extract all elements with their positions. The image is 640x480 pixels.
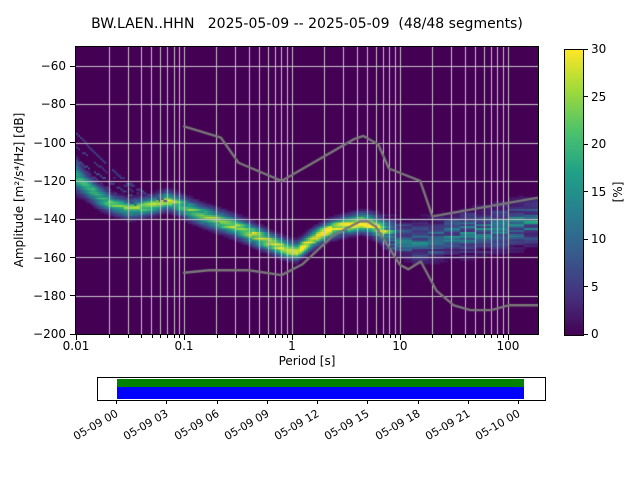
y-tick-label: −60 (40, 59, 66, 74)
ppsd-heatmap (76, 47, 538, 334)
x-tick-mark (503, 335, 504, 338)
colorbar-gradient (565, 50, 583, 335)
colorbar-tick-mark (583, 238, 588, 240)
x-tick-mark (184, 335, 185, 340)
x-tick-mark (127, 335, 129, 338)
y-tick-mark (70, 103, 75, 105)
x-tick-mark (249, 335, 250, 338)
colorbar-tick-label: 10 (591, 232, 607, 246)
x-tick-mark (324, 335, 326, 338)
x-tick-mark (389, 335, 391, 338)
timeline-tick-mark (216, 400, 218, 404)
x-tick-mark (451, 335, 453, 338)
colorbar-tick-mark (583, 143, 588, 145)
colorbar-tick-label: 20 (591, 137, 607, 151)
colorbar-tick-label: 15 (591, 184, 607, 199)
x-tick-mark (179, 335, 180, 338)
timeline-tick-mark (317, 400, 318, 404)
timeline-tick-mark (367, 400, 369, 404)
colorbar (564, 49, 584, 336)
timeline-tick-mark (518, 400, 519, 404)
y-tick-label: −120 (33, 173, 66, 188)
x-tick-label: 0.01 (62, 339, 90, 353)
y-tick-mark (70, 295, 75, 297)
y-axis-label: Amplitude [m²/s⁴/Hz] [dB] (12, 112, 26, 268)
x-tick-mark (275, 335, 277, 338)
colorbar-tick-mark (583, 286, 588, 287)
y-tick-mark (70, 65, 75, 67)
x-tick-mark (292, 335, 293, 340)
timeline-tick-mark (266, 400, 268, 404)
x-tick-mark (367, 335, 369, 338)
x-tick-mark (76, 335, 77, 340)
timeline-tick-mark (166, 400, 168, 404)
x-tick-mark (259, 335, 261, 338)
x-tick-mark (497, 335, 499, 338)
y-tick-label: −180 (33, 288, 66, 303)
timeline-data-bar (117, 387, 524, 399)
colorbar-tick-mark (583, 333, 588, 335)
colorbar-tick-mark (583, 191, 588, 192)
y-tick-label: −200 (33, 327, 66, 341)
x-tick-mark (491, 335, 493, 338)
x-tick-mark (281, 335, 283, 338)
x-tick-mark (432, 335, 434, 338)
x-tick-label: 10 (392, 339, 408, 353)
timeline-tick-mark (116, 400, 117, 404)
x-axis-label: Period [s] (278, 354, 336, 368)
x-tick-mark (483, 335, 485, 338)
y-tick-label: −100 (33, 135, 66, 150)
timeline-coverage-bar (117, 379, 524, 387)
y-tick-mark (70, 142, 75, 144)
page-title: BW.LAEN..HHN 2025-05-09 -- 2025-05-09 (4… (91, 16, 523, 32)
x-tick-mark (160, 335, 161, 338)
colorbar-tick-label: 5 (591, 279, 599, 294)
colorbar-tick-label: 25 (591, 89, 607, 104)
y-tick-label: −160 (33, 250, 66, 265)
y-tick-mark (70, 218, 75, 220)
colorbar-tick-mark (583, 96, 588, 97)
y-tick-mark (70, 180, 75, 182)
x-tick-mark (383, 335, 385, 338)
colorbar-tick-label: 0 (591, 327, 599, 341)
x-tick-mark (464, 335, 466, 338)
x-tick-label: 1 (288, 339, 296, 353)
x-tick-mark (108, 335, 110, 338)
y-tick-mark (70, 333, 75, 335)
x-tick-mark (287, 335, 288, 338)
timeline-tick-mark (417, 400, 419, 404)
x-tick-mark (376, 335, 377, 338)
timeline-tick-mark (467, 400, 469, 404)
colorbar-label: [%] (611, 181, 625, 203)
colorbar-tick-label: 30 (591, 42, 607, 56)
x-tick-mark (151, 335, 153, 338)
x-tick-mark (167, 335, 169, 338)
x-tick-mark (507, 335, 509, 340)
x-tick-mark (399, 335, 401, 340)
x-tick-label: 100 (496, 339, 520, 353)
y-tick-mark (70, 257, 75, 258)
x-tick-mark (343, 335, 345, 338)
x-tick-mark (357, 335, 358, 338)
timeline-box (97, 377, 546, 401)
x-tick-mark (235, 335, 237, 338)
x-tick-mark (395, 335, 396, 338)
x-tick-mark (141, 335, 142, 338)
y-tick-label: −140 (33, 212, 66, 227)
colorbar-tick-mark (583, 48, 588, 50)
x-tick-mark (216, 335, 218, 338)
y-tick-label: −80 (40, 97, 66, 112)
x-tick-mark (475, 335, 477, 338)
x-tick-label: 0.1 (174, 339, 194, 353)
x-tick-mark (173, 335, 175, 338)
plot-area (75, 46, 539, 335)
x-tick-mark (268, 335, 269, 338)
